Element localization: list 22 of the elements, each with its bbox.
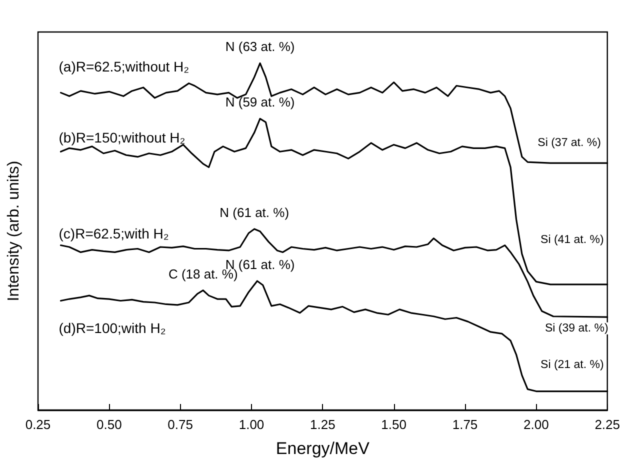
x-tick-label: 2.25 [594, 417, 620, 432]
x-tick-label: 1.00 [238, 417, 264, 432]
x-tick-label: 1.25 [310, 417, 336, 432]
annotation: N (59 at. %) [225, 94, 295, 110]
x-tick-label: 1.75 [452, 417, 478, 432]
x-tick-label: 0.50 [96, 417, 122, 432]
x-tick-label: 1.50 [381, 417, 406, 432]
series-label: (a)R=62.5;without H₂ [58, 58, 190, 75]
y-axis-title: Intensity (arb. units) [6, 160, 22, 302]
annotation: N (63 at. %) [225, 39, 295, 54]
x-tick-label: 0.75 [168, 417, 193, 432]
x-tick-label: 2.00 [524, 417, 549, 432]
annotation: Si (21 at. %) [540, 358, 604, 371]
annotation: Si (37 at. %) [538, 136, 602, 149]
annotation: Si (39 at. %) [545, 322, 608, 334]
annotation: N (61 at. %) [220, 204, 290, 220]
series-label: (b)R=150;without H₂ [58, 130, 186, 146]
x-tick-label: 0.25 [25, 417, 51, 432]
series-label: (c)R=62.5;with H₂ [58, 225, 169, 242]
series-label: (d)R=100;with H₂ [58, 320, 166, 336]
annotation: Si (41 at. %) [540, 234, 604, 246]
x-axis-title: Energy/MeV [276, 439, 370, 458]
